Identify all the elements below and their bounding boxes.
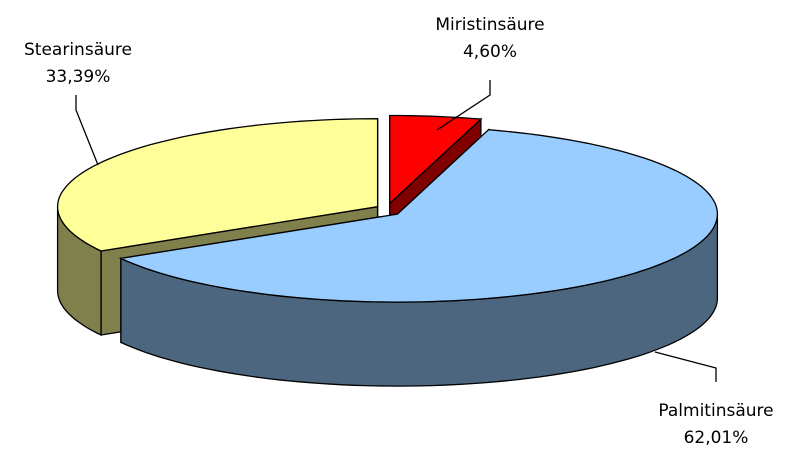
slice: [56, 118, 379, 252]
leader-line: [654, 351, 717, 382]
slice: [118, 129, 719, 303]
slice: [389, 114, 483, 205]
leader-line: [436, 80, 491, 131]
slice-value-label: 62,01%: [684, 428, 749, 448]
slice-label: Palmitinsäure: [658, 401, 773, 421]
pie-tops: [56, 114, 719, 303]
leader-lines: [75, 80, 717, 382]
slice-label: Stearinsäure: [24, 40, 132, 60]
slice-value-label: 33,39%: [46, 67, 111, 87]
leader-line: [75, 95, 99, 166]
slice-label: Miristinsäure: [435, 15, 544, 35]
slice-value-label: 4,60%: [463, 42, 517, 62]
